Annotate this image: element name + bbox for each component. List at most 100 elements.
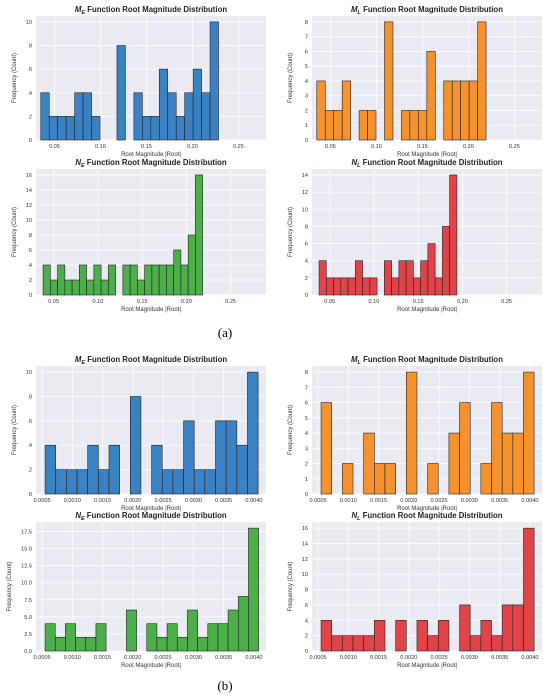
x-tick-label: 0.0020	[400, 498, 417, 504]
histogram-bar	[316, 80, 326, 141]
histogram-bar	[324, 110, 335, 141]
x-tick-label: 0.0025	[431, 655, 448, 661]
chart-7: 0 2 4 6 8 10 12 14 16 0.0005 0.0010 0.0015 0.0020 0.0…	[288, 511, 542, 669]
histogram-bar	[340, 277, 349, 296]
x-tick-label: 0.10	[371, 144, 382, 150]
y-tick-label: 10	[26, 370, 32, 376]
title-symbol: N	[75, 158, 81, 167]
histogram-bar	[367, 110, 377, 141]
histogram-bar	[195, 174, 203, 296]
y-tick-label: 8	[305, 370, 308, 376]
histogram-bar	[167, 92, 177, 141]
y-axis-label: Frequency (Count)	[288, 53, 294, 103]
histogram-bar	[401, 110, 411, 141]
histogram-bar	[57, 116, 67, 141]
histogram-bar	[225, 420, 238, 495]
histogram-bar	[75, 637, 87, 652]
histogram-bar	[158, 68, 169, 141]
histogram-bar	[427, 635, 439, 652]
x-tick-label: 0.15	[413, 299, 424, 305]
histogram-bar	[451, 80, 461, 141]
y-tick-label: 8	[29, 233, 32, 239]
histogram-bar	[395, 619, 407, 652]
y-tick-label: 4	[305, 618, 308, 624]
y-tick-label: 12	[302, 557, 308, 563]
histogram-bar	[184, 92, 194, 141]
x-tick-label: 0.15	[417, 144, 428, 150]
y-tick-label: 6	[305, 49, 308, 55]
histogram-bar	[172, 469, 184, 495]
x-tick-label: 0.0040	[245, 655, 262, 661]
y-tick-label: 6	[305, 401, 308, 407]
histogram-bar	[217, 623, 229, 652]
histogram-bar	[151, 264, 160, 296]
title-symbol: N	[351, 511, 357, 520]
histogram-bar	[333, 110, 343, 141]
x-tick-label: 0.0005	[33, 655, 50, 661]
histogram-bar	[247, 371, 259, 495]
y-axis-label: Frequency (Count)	[288, 561, 294, 611]
histogram-bar	[87, 444, 99, 495]
x-axis-label: Root Magnitude |Root|	[397, 307, 457, 313]
y-tick-label: 8	[29, 394, 32, 400]
histogram-bar	[342, 635, 354, 652]
y-tick-label: 10	[26, 218, 32, 224]
y-tick-label: 4	[305, 79, 308, 85]
chart-4: 0 2 4 6 8 10 0.0005 0.0010 0.0015 0.0020 0.0025 0.0…	[12, 355, 266, 512]
y-tick-label: 4	[305, 259, 308, 265]
y-tick-label: 0	[305, 138, 308, 144]
histogram-bar	[197, 637, 209, 652]
y-tick-label: 2	[305, 634, 308, 640]
histogram-bar	[320, 402, 333, 495]
chart-title: NL Function Root Magnitude Distribution	[351, 158, 502, 169]
y-tick-label: 7	[305, 35, 308, 41]
x-tick-label: 0.15	[137, 299, 148, 305]
y-tick-label: 12	[26, 203, 32, 209]
histogram-bar	[237, 596, 249, 652]
x-tick-label: 0.0035	[215, 655, 232, 661]
histogram-bar	[50, 279, 58, 296]
y-tick-label: 4	[29, 443, 32, 449]
histogram-bar	[409, 110, 419, 141]
histogram-bar	[57, 264, 66, 296]
histogram-bar	[176, 637, 188, 652]
y-tick-label: 8	[29, 44, 32, 50]
title-symbol: M	[75, 355, 82, 364]
title-symbol: M	[351, 5, 358, 14]
chart-3: 0 2 4 6 8 10 12 14 0.05 0.10 0.15 0.20 0.25 Root Magn…	[288, 158, 542, 313]
x-tick-label: 0.10	[95, 144, 106, 150]
x-tick-label: 0.0015	[94, 655, 111, 661]
histogram-bar	[65, 623, 76, 652]
histogram-bar	[144, 264, 153, 296]
histogram-bar	[156, 637, 168, 652]
histogram-bar	[405, 371, 418, 495]
histogram-bar	[100, 279, 109, 296]
chart-title: NL Function Root Magnitude Distribution	[351, 511, 502, 522]
x-tick-label: 0.05	[325, 144, 336, 150]
y-tick-label: 8	[305, 224, 308, 230]
title-subscript: L	[357, 163, 361, 169]
y-tick-label: 4	[29, 263, 32, 269]
histogram-bar	[442, 226, 450, 296]
histogram-bar	[133, 92, 143, 141]
histogram-bar	[363, 635, 375, 652]
histogram-bar	[427, 243, 436, 296]
histogram-bar	[187, 234, 196, 296]
y-tick-label: 0	[305, 492, 308, 498]
x-tick-label: 0.05	[49, 144, 60, 150]
histogram-bar	[384, 21, 394, 141]
y-axis-label: Frequency (Count)	[12, 207, 18, 257]
histogram-bar	[434, 277, 443, 296]
histogram-bar	[48, 116, 59, 141]
histogram-bar	[71, 279, 80, 296]
histogram-bar	[142, 116, 152, 141]
histogram-bar	[352, 635, 364, 652]
x-tick-label: 0.0035	[215, 498, 232, 504]
histogram-bar	[469, 635, 482, 652]
histogram-bar	[347, 277, 356, 296]
title-text: Function Root Magnitude Distribution	[85, 5, 227, 14]
title-subscript: E	[81, 516, 85, 522]
y-tick-label: 7.5	[24, 598, 32, 604]
histogram-bar	[207, 623, 219, 652]
histogram-bar	[358, 110, 368, 141]
